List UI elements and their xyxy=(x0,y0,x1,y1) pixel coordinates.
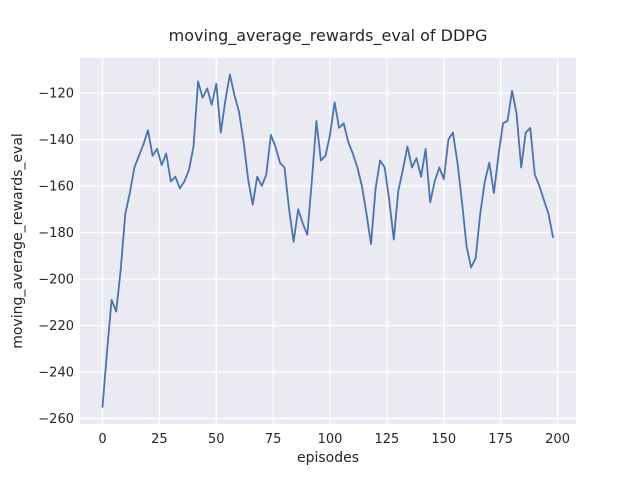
x-tick-label: 150 xyxy=(431,432,456,447)
x-tick-label: 0 xyxy=(98,432,106,447)
x-tick-label: 25 xyxy=(151,432,168,447)
chart-title: moving_average_rewards_eval of DDPG xyxy=(169,26,488,46)
y-tick-labels: −260 −240 −220 −200 −180 −160 −140 −120 xyxy=(38,87,74,427)
y-axis-label: moving_average_rewards_eval xyxy=(10,133,26,349)
gridlines xyxy=(80,58,576,424)
series-line-ddpg xyxy=(101,73,554,408)
y-tick-label: −240 xyxy=(38,365,74,380)
y-tick-label: −140 xyxy=(38,133,74,148)
plot-area xyxy=(80,58,576,424)
x-tick-label: 175 xyxy=(488,432,513,447)
y-tick-label: −200 xyxy=(38,272,74,287)
y-tick-label: −260 xyxy=(38,412,74,427)
y-tick-label: −120 xyxy=(38,87,74,102)
x-axis-label: episodes xyxy=(297,450,359,466)
x-tick-label: 50 xyxy=(208,432,225,447)
x-tick-label: 125 xyxy=(375,432,400,447)
x-tick-label: 200 xyxy=(545,432,570,447)
x-tick-labels: 0 25 50 75 100 125 150 175 200 xyxy=(98,432,570,447)
x-tick-label: 100 xyxy=(318,432,343,447)
y-tick-label: −160 xyxy=(38,180,74,195)
x-tick-label: 75 xyxy=(265,432,282,447)
y-tick-label: −220 xyxy=(38,319,74,334)
y-tick-label: −180 xyxy=(38,226,74,241)
